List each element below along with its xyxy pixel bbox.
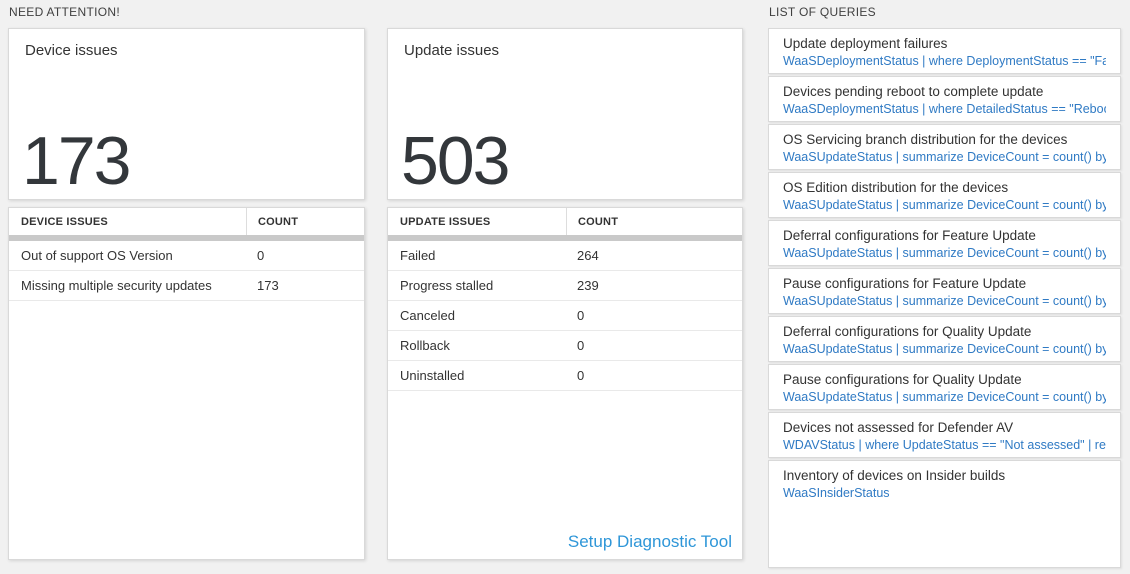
device-issues-card-title: Device issues: [25, 42, 118, 59]
update-issues-count: 503: [401, 123, 510, 199]
row-label: Rollback: [400, 338, 450, 353]
query-item-os-servicing-branch[interactable]: OS Servicing branch distribution for the…: [768, 124, 1121, 170]
table-header-divider-bar: [9, 235, 364, 241]
table-row[interactable]: Uninstalled 0: [388, 361, 742, 391]
query-title: Inventory of devices on Insider builds: [783, 468, 1006, 483]
query-item-insider-builds-inventory[interactable]: Inventory of devices on Insider builds W…: [768, 460, 1121, 568]
row-label: Failed: [400, 248, 436, 263]
table-row[interactable]: Missing multiple security updates 173: [9, 271, 364, 301]
table-row[interactable]: Failed 264: [388, 241, 742, 271]
update-table-header: UPDATE ISSUES COUNT: [388, 208, 742, 235]
device-table-header: DEVICE ISSUES COUNT: [9, 208, 364, 235]
table-row[interactable]: Rollback 0: [388, 331, 742, 361]
query-item-devices-not-assessed-defender[interactable]: Devices not assessed for Defender AV WDA…: [768, 412, 1121, 458]
row-label: Uninstalled: [400, 368, 465, 383]
query-title: Pause configurations for Quality Update: [783, 372, 1022, 387]
query-text: WaaSInsiderStatus: [783, 486, 890, 500]
row-count: 173: [257, 278, 279, 293]
device-issues-count: 173: [22, 123, 131, 199]
query-text: WaaSUpdateStatus | summarize DeviceCount…: [783, 198, 1106, 212]
update-table-header-count: COUNT: [566, 208, 742, 235]
query-text: WaaSDeploymentStatus | where DeploymentS…: [783, 54, 1106, 68]
query-item-devices-pending-reboot[interactable]: Devices pending reboot to complete updat…: [768, 76, 1121, 122]
device-issues-card[interactable]: Device issues 173: [8, 28, 365, 200]
query-text: WaaSUpdateStatus | summarize DeviceCount…: [783, 246, 1106, 260]
table-header-divider-bar: [388, 235, 742, 241]
query-text: WaaSUpdateStatus | summarize DeviceCount…: [783, 390, 1106, 404]
table-row[interactable]: Out of support OS Version 0: [9, 241, 364, 271]
row-count: 264: [577, 248, 599, 263]
query-list: Update deployment failures WaaSDeploymen…: [768, 28, 1121, 568]
query-item-pause-quality-update[interactable]: Pause configurations for Quality Update …: [768, 364, 1121, 410]
query-title: Devices not assessed for Defender AV: [783, 420, 1014, 435]
query-text: WDAVStatus | where UpdateStatus == "Not …: [783, 438, 1106, 452]
query-text: WaaSDeploymentStatus | where DetailedSta…: [783, 102, 1106, 116]
query-title: Deferral configurations for Feature Upda…: [783, 228, 1036, 243]
row-label: Missing multiple security updates: [21, 278, 212, 293]
setup-diagnostic-tool-link[interactable]: Setup Diagnostic Tool: [567, 532, 732, 551]
update-issues-card-title: Update issues: [404, 42, 500, 59]
row-label: Progress stalled: [400, 278, 494, 293]
table-row[interactable]: Progress stalled 239: [388, 271, 742, 301]
query-item-deferral-quality-update[interactable]: Deferral configurations for Quality Upda…: [768, 316, 1121, 362]
query-title: Pause configurations for Feature Update: [783, 276, 1027, 291]
row-count: 0: [577, 368, 585, 383]
table-row[interactable]: Canceled 0: [388, 301, 742, 331]
query-title: OS Edition distribution for the devices: [783, 180, 1009, 195]
row-count: 0: [257, 248, 265, 263]
device-table-header-count: COUNT: [246, 208, 364, 235]
update-issues-table: UPDATE ISSUES COUNT Failed 264 Progress …: [387, 207, 743, 560]
query-text: WaaSUpdateStatus | summarize DeviceCount…: [783, 150, 1106, 164]
device-table-header-issues: DEVICE ISSUES: [21, 215, 108, 228]
query-title: Update deployment failures: [783, 36, 948, 51]
row-label: Canceled: [400, 308, 455, 323]
query-item-deferral-feature-update[interactable]: Deferral configurations for Feature Upda…: [768, 220, 1121, 266]
query-item-pause-feature-update[interactable]: Pause configurations for Feature Update …: [768, 268, 1121, 314]
query-item-os-edition-distribution[interactable]: OS Edition distribution for the devices …: [768, 172, 1121, 218]
row-label: Out of support OS Version: [21, 248, 173, 263]
row-count: 0: [577, 338, 585, 353]
row-count: 0: [577, 308, 585, 323]
query-title: OS Servicing branch distribution for the…: [783, 132, 1068, 147]
need-attention-section-label: NEED ATTENTION!: [9, 5, 120, 19]
update-table-header-issues: UPDATE ISSUES: [400, 215, 491, 228]
update-issues-card[interactable]: Update issues 503: [387, 28, 743, 200]
query-title: Devices pending reboot to complete updat…: [783, 84, 1044, 99]
query-text: WaaSUpdateStatus | summarize DeviceCount…: [783, 294, 1106, 308]
query-text: WaaSUpdateStatus | summarize DeviceCount…: [783, 342, 1106, 356]
device-issues-table: DEVICE ISSUES COUNT Out of support OS Ve…: [8, 207, 365, 560]
query-item-update-deployment-failures[interactable]: Update deployment failures WaaSDeploymen…: [768, 28, 1121, 74]
query-title: Deferral configurations for Quality Upda…: [783, 324, 1032, 339]
row-count: 239: [577, 278, 599, 293]
list-of-queries-section-label: LIST OF QUERIES: [769, 5, 876, 19]
